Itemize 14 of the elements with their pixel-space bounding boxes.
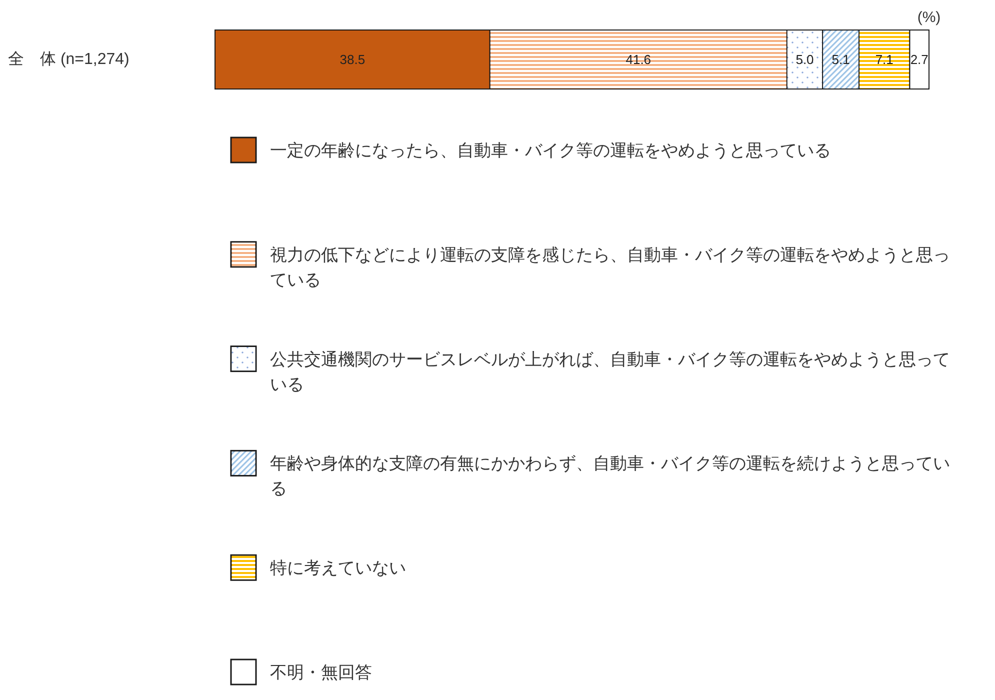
data-label: 38.5 [340,52,366,67]
data-label: 41.6 [626,52,652,67]
data-label: 2.7 [910,52,928,67]
legend-label: 年齢や身体的な支障の有無にかかわらず、自動車・バイク等の運転を続けようと思っている [270,454,950,498]
legend-label: 視力の低下などにより運転の支障を感じたら、自動車・バイク等の運転をやめようと思っている [270,244,950,289]
annotation: (%) [917,9,941,26]
data-label: 5.0 [796,52,814,67]
legend-label: 一定の年齢になったら、自動車・バイク等の運転をやめようと思っている [270,140,831,160]
legend-label: 公共交通機関のサービスレベルが上がれば、自動車・バイク等の運転をやめようと思っている [270,349,950,394]
category-label: 全 体 (n=1,274) [8,51,130,68]
legend-label: 不明・無回答 [270,662,372,682]
legend-label: 特に考えていない [270,558,406,578]
data-label: 5.1 [832,52,850,67]
data-label: 7.1 [875,52,894,67]
